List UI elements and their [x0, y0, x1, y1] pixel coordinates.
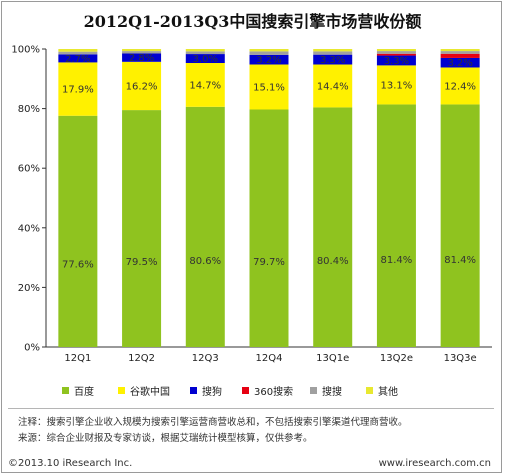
bar-segment	[58, 51, 98, 55]
legend-item: 其他	[366, 383, 398, 398]
y-tick-label: 60%	[18, 164, 40, 175]
y-tick-label: 20%	[18, 283, 40, 294]
bar-segment	[249, 54, 289, 65]
bar-segment	[122, 51, 162, 54]
bar-segment	[122, 110, 162, 347]
bar-segment	[376, 51, 416, 54]
bar-value-label: 17.9%	[62, 85, 94, 96]
bar-segment	[440, 53, 480, 58]
legend-item: 搜狗	[190, 383, 222, 398]
legend-swatch	[310, 387, 317, 394]
y-tick-label: 0%	[24, 343, 40, 354]
y-tick-label: 100%	[11, 45, 40, 56]
bar-value-label: 3.3%	[320, 55, 345, 66]
bar-value-label: 79.7%	[253, 257, 285, 268]
x-tick-label: 12Q3	[192, 353, 219, 364]
bar-value-label: 79.5%	[126, 257, 158, 268]
legend-label: 谷歌中国	[130, 387, 170, 398]
bar-segment	[313, 49, 353, 52]
x-tick-label: 12Q2	[128, 353, 155, 364]
legend-label: 其他	[378, 387, 398, 398]
legend-item: 360搜索	[242, 383, 293, 398]
legend-label: 百度	[74, 387, 94, 398]
bar-segment	[313, 107, 353, 348]
bar-segment	[440, 67, 480, 105]
bar-segment	[185, 51, 225, 55]
stacked-bar-chart: 0% 20% 40% 60% 80% 100% 77.6% 17.9% 2.7% 12Q1 79.…	[11, 45, 492, 364]
bar-segment	[58, 54, 98, 63]
bar-segment	[185, 54, 225, 64]
bar-segment	[185, 49, 225, 52]
bar-segment	[376, 53, 416, 56]
website: www.iresearch.com.cn	[378, 458, 491, 469]
bar-segment	[122, 49, 162, 52]
y-tick-label: 40%	[18, 223, 40, 234]
bar-segment	[249, 64, 289, 110]
bar-value-label: 2.7%	[65, 54, 90, 65]
chart-legend: 百度 谷歌中国 搜狗 360搜索 搜搜 其他	[62, 383, 492, 398]
legend-item: 百度	[62, 383, 94, 398]
bar-segment	[313, 54, 353, 65]
x-tick-label: 13Q3e	[444, 353, 477, 364]
bar-value-label: 14.4%	[317, 81, 349, 92]
bar-segment	[440, 104, 480, 347]
bar-segment	[122, 53, 162, 62]
legend-label: 360搜索	[254, 387, 294, 398]
bar-value-label: 77.6%	[62, 259, 94, 270]
legend-swatch	[366, 387, 373, 394]
y-tick-label: 80%	[18, 104, 40, 115]
note-line: 注释：搜索引擎企业收入规模为搜索引擎运营商营收总和，不包括搜索引擎渠道代理商营收…	[18, 417, 408, 428]
bar-value-label: 3.2%	[447, 58, 472, 69]
bar-segment	[249, 51, 289, 55]
bar-segment	[376, 55, 416, 66]
bar-value-label: 3.3%	[384, 56, 409, 67]
bar-value-label: 12.4%	[444, 81, 476, 92]
bar-segment	[313, 64, 353, 108]
bar-segment	[58, 115, 98, 347]
legend-swatch	[242, 387, 249, 394]
bar-segment	[440, 57, 480, 68]
bar-value-label: 80.6%	[189, 256, 221, 267]
bar-value-label: 15.1%	[253, 82, 285, 93]
x-tick-label: 12Q1	[64, 353, 91, 364]
bar-segment	[185, 63, 225, 107]
bar-segment	[249, 49, 289, 52]
bar-segment	[58, 49, 98, 52]
legend-swatch	[62, 387, 69, 394]
notes-divider	[8, 408, 494, 409]
legend-label: 搜搜	[322, 387, 342, 398]
bar-segment	[440, 51, 480, 54]
bar-value-label: 81.4%	[381, 255, 413, 266]
bar-segment	[122, 61, 162, 111]
bar-segment	[440, 49, 480, 52]
source-line: 来源：综合企业财报及专家访谈，根据艾瑞统计模型核算，仅供参考。	[18, 433, 313, 444]
bar-value-label: 13.1%	[381, 80, 413, 91]
x-tick-label: 13Q2e	[380, 353, 413, 364]
chart-title: 2012Q1-2013Q3中国搜索引擎市场营收份额	[83, 12, 422, 31]
legend-label: 搜狗	[202, 387, 222, 398]
bar-value-label: 16.2%	[126, 81, 158, 92]
bar-segment	[313, 51, 353, 55]
bar-value-label: 3.0%	[193, 54, 218, 65]
copyright: ©2013.10 iResearch Inc.	[8, 458, 133, 469]
legend-swatch	[190, 387, 197, 394]
x-tick-label: 13Q1e	[316, 353, 349, 364]
bar-value-label: 81.4%	[444, 255, 476, 266]
bar-segment	[376, 49, 416, 52]
bar-segment	[185, 106, 225, 347]
bar-value-label: 2.8%	[129, 53, 154, 64]
bar-segment	[58, 62, 98, 116]
bar-segment	[376, 65, 416, 105]
bar-segment	[249, 109, 289, 347]
bar-segment	[376, 104, 416, 347]
bar-value-label: 80.4%	[317, 256, 349, 267]
legend-item: 谷歌中国	[118, 383, 170, 398]
x-tick-label: 12Q4	[256, 353, 283, 364]
legend-swatch	[118, 387, 125, 394]
bar-value-label: 3.2%	[256, 55, 281, 66]
legend-item: 搜搜	[310, 383, 342, 398]
bar-value-label: 14.7%	[189, 80, 221, 91]
